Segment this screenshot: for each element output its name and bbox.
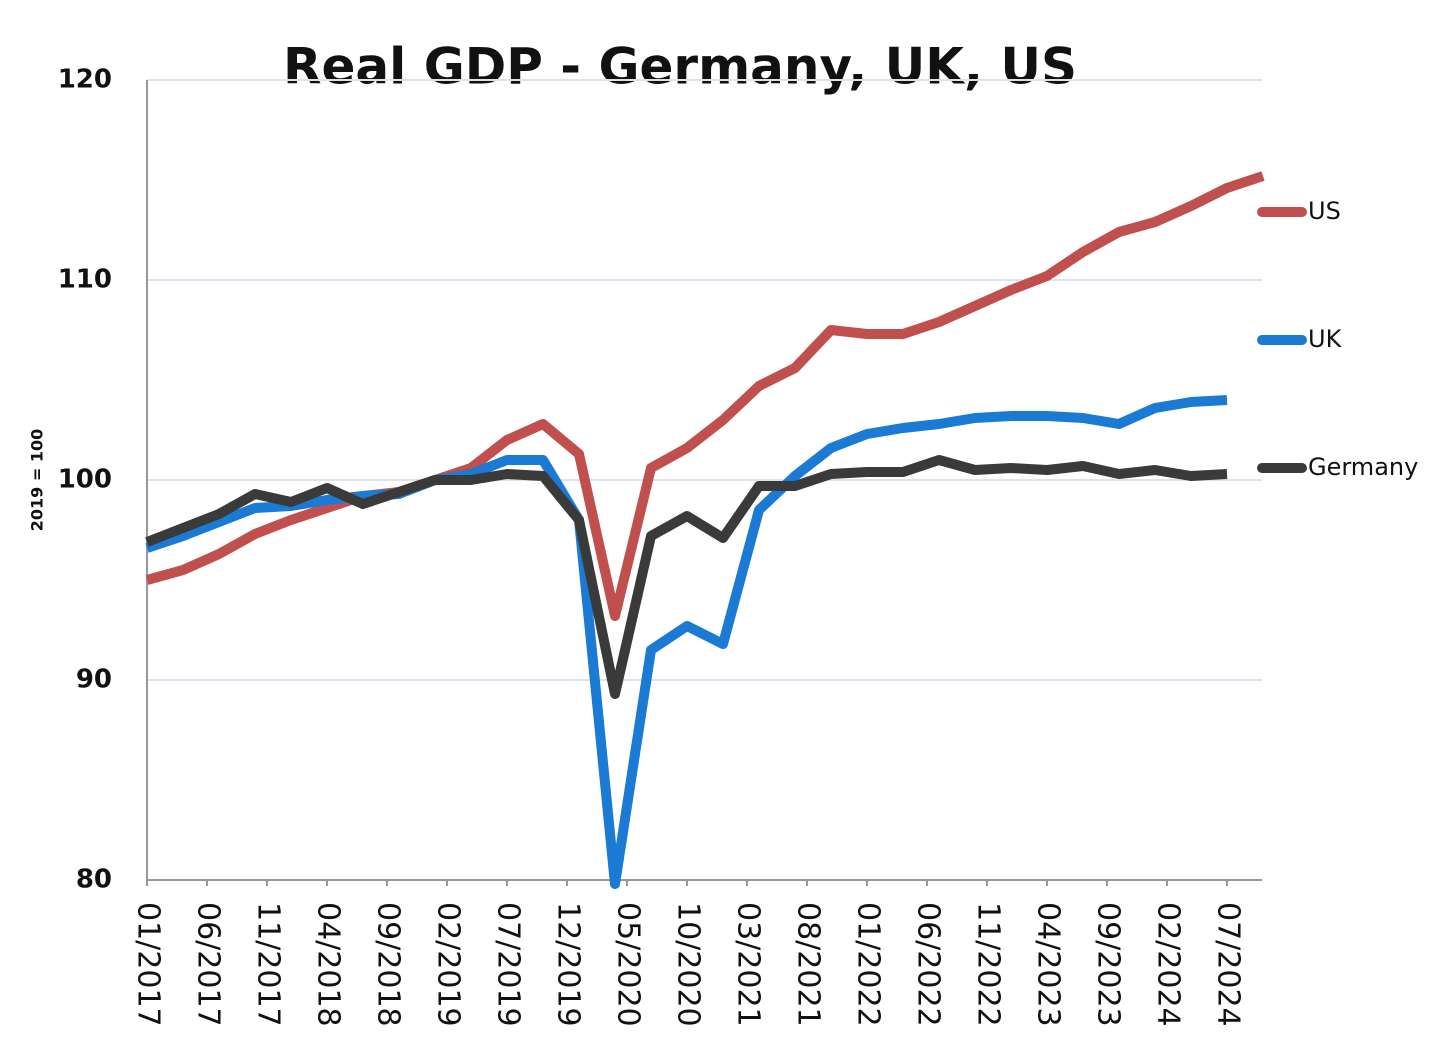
- x-tick-label: 04/2023: [1031, 902, 1066, 1027]
- x-tick-label: 02/2019: [431, 902, 466, 1027]
- x-tick-label: 07/2019: [491, 902, 526, 1027]
- y-tick-label: 90: [76, 665, 112, 695]
- x-tick-label: 03/2021: [731, 902, 766, 1027]
- x-tick-label: 08/2021: [791, 902, 826, 1027]
- x-tick-label: 09/2018: [371, 902, 406, 1027]
- x-tick-label: 06/2022: [911, 902, 946, 1027]
- x-tick-label: 06/2017: [191, 902, 226, 1027]
- x-tick-label: 01/2017: [131, 902, 166, 1027]
- y-tick-label: 110: [58, 265, 112, 295]
- legend-label: US: [1308, 197, 1341, 225]
- x-tick-label: 12/2019: [551, 902, 586, 1027]
- grid: [147, 79, 1262, 681]
- x-tick-label: 10/2020: [671, 902, 706, 1027]
- x-tick-label: 02/2024: [1151, 902, 1186, 1027]
- y-tick-label: 100: [58, 465, 112, 495]
- x-tick-label: 11/2017: [251, 902, 286, 1027]
- y-tick-label: 120: [58, 65, 112, 95]
- x-tick-label: 05/2020: [611, 902, 646, 1027]
- x-tick-label: 04/2018: [311, 902, 346, 1027]
- series-line: [145, 395, 1228, 889]
- y-axis-label: 2019 = 100: [28, 429, 47, 531]
- x-tick-label: 09/2023: [1091, 902, 1126, 1027]
- legend-label: UK: [1308, 325, 1343, 353]
- legend-label: Germany: [1308, 453, 1418, 481]
- series-line: [145, 171, 1265, 621]
- x-tick-label: 11/2022: [971, 902, 1006, 1027]
- chart-title: Real GDP - Germany, UK, US: [283, 38, 1077, 96]
- x-tick-label: 01/2022: [851, 902, 886, 1027]
- series-line: [145, 455, 1228, 699]
- x-tick-label: 07/2024: [1211, 902, 1246, 1027]
- y-tick-label: 80: [76, 865, 112, 895]
